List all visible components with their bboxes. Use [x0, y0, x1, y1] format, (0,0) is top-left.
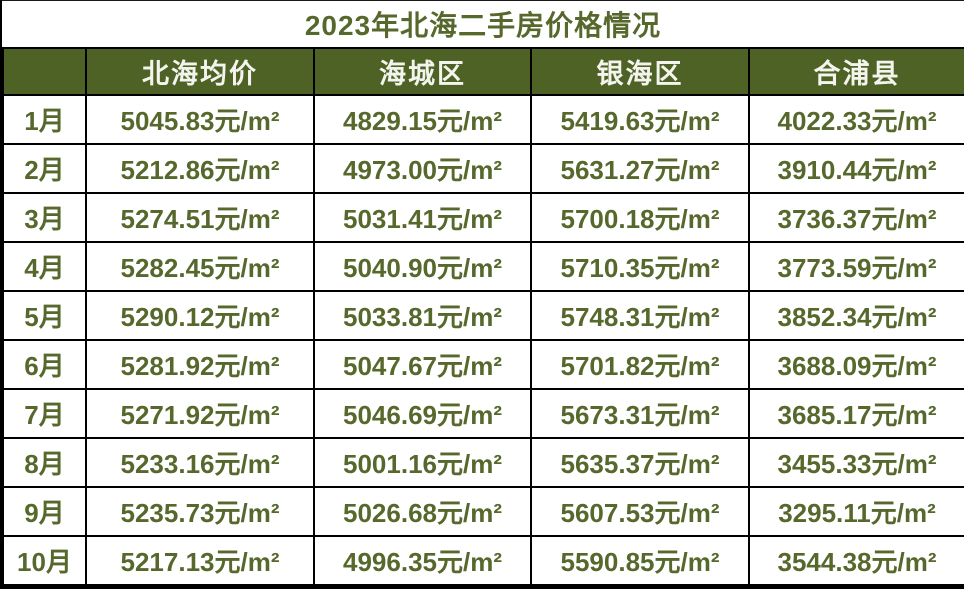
table-row: 7月 5271.92元/m² 5046.69元/m² 5673.31元/m² 3685.… — [2, 388, 964, 439]
month-cell: 4月 — [2, 241, 87, 292]
price-cell: 3688.09元/m² — [748, 339, 964, 390]
month-cell: 7月 — [2, 388, 87, 439]
price-cell: 5748.31元/m² — [530, 290, 750, 341]
price-cell: 5026.68元/m² — [313, 486, 532, 537]
price-cell: 4022.33元/m² — [748, 94, 964, 145]
price-cell: 5235.73元/m² — [85, 486, 315, 537]
price-cell: 5673.31元/m² — [530, 388, 750, 439]
price-table: 北海均价 海城区 银海区 合浦县 1月 5045.83元/m² 4829.15元/m… — [2, 47, 964, 586]
price-cell: 5046.69元/m² — [313, 388, 532, 439]
price-cell: 3736.37元/m² — [748, 192, 964, 243]
price-cell: 5233.16元/m² — [85, 437, 315, 488]
column-header-month — [2, 47, 87, 96]
price-cell: 5700.18元/m² — [530, 192, 750, 243]
table-row: 6月 5281.92元/m² 5047.67元/m² 5701.82元/m² 3688.… — [2, 339, 964, 390]
table-row: 3月 5274.51元/m² 5031.41元/m² 5700.18元/m² 3736.… — [2, 192, 964, 243]
price-cell: 5274.51元/m² — [85, 192, 315, 243]
column-header-yinhai-district: 银海区 — [530, 47, 750, 96]
table-row: 1月 5045.83元/m² 4829.15元/m² 5419.63元/m² 4022.… — [2, 94, 964, 145]
price-cell: 5631.27元/m² — [530, 143, 750, 194]
month-cell: 10月 — [2, 535, 87, 586]
price-cell: 3773.59元/m² — [748, 241, 964, 292]
price-cell: 5033.81元/m² — [313, 290, 532, 341]
price-cell: 5045.83元/m² — [85, 94, 315, 145]
price-cell: 5607.53元/m² — [530, 486, 750, 537]
price-cell: 5040.90元/m² — [313, 241, 532, 292]
table-body: 1月 5045.83元/m² 4829.15元/m² 5419.63元/m² 4022.… — [2, 94, 964, 586]
month-cell: 2月 — [2, 143, 87, 194]
price-cell: 3455.33元/m² — [748, 437, 964, 488]
month-cell: 5月 — [2, 290, 87, 341]
price-cell: 5290.12元/m² — [85, 290, 315, 341]
title-bar: 2023年北海二手房价格情况 — [2, 1, 964, 47]
price-cell: 5212.86元/m² — [85, 143, 315, 194]
table-row: 9月 5235.73元/m² 5026.68元/m² 5607.53元/m² 3295.… — [2, 486, 964, 537]
column-header-beihai-average: 北海均价 — [85, 47, 315, 96]
month-cell: 6月 — [2, 339, 87, 390]
price-cell: 5281.92元/m² — [85, 339, 315, 390]
price-cell: 5031.41元/m² — [313, 192, 532, 243]
price-cell: 3685.17元/m² — [748, 388, 964, 439]
table-row: 8月 5233.16元/m² 5001.16元/m² 5635.37元/m² 3455.… — [2, 437, 964, 488]
table-row: 2月 5212.86元/m² 4973.00元/m² 5631.27元/m² 3910.… — [2, 143, 964, 194]
price-cell: 5271.92元/m² — [85, 388, 315, 439]
price-cell: 5001.16元/m² — [313, 437, 532, 488]
month-cell: 9月 — [2, 486, 87, 537]
price-cell: 5282.45元/m² — [85, 241, 315, 292]
month-cell: 1月 — [2, 94, 87, 145]
price-cell: 5217.13元/m² — [85, 535, 315, 586]
price-cell: 3852.34元/m² — [748, 290, 964, 341]
page-title: 2023年北海二手房价格情况 — [304, 10, 662, 41]
price-cell: 5047.67元/m² — [313, 339, 532, 390]
price-cell: 5419.63元/m² — [530, 94, 750, 145]
price-cell: 3544.38元/m² — [748, 535, 964, 586]
price-cell: 4996.35元/m² — [313, 535, 532, 586]
price-cell: 3295.11元/m² — [748, 486, 964, 537]
column-header-haicheng-district: 海城区 — [313, 47, 532, 96]
header-row: 北海均价 海城区 银海区 合浦县 — [2, 47, 964, 96]
price-cell: 5710.35元/m² — [530, 241, 750, 292]
month-cell: 8月 — [2, 437, 87, 488]
price-cell: 3910.44元/m² — [748, 143, 964, 194]
table-row: 4月 5282.45元/m² 5040.90元/m² 5710.35元/m² 3773.… — [2, 241, 964, 292]
price-cell: 4973.00元/m² — [313, 143, 532, 194]
column-header-hepu-county: 合浦县 — [748, 47, 964, 96]
price-cell: 5701.82元/m² — [530, 339, 750, 390]
month-cell: 3月 — [2, 192, 87, 243]
table-row: 10月 5217.13元/m² 4996.35元/m² 5590.85元/m² 3544… — [2, 535, 964, 586]
price-cell: 5635.37元/m² — [530, 437, 750, 488]
price-cell: 4829.15元/m² — [313, 94, 532, 145]
price-cell: 5590.85元/m² — [530, 535, 750, 586]
table-row: 5月 5290.12元/m² 5033.81元/m² 5748.31元/m² 3852.… — [2, 290, 964, 341]
